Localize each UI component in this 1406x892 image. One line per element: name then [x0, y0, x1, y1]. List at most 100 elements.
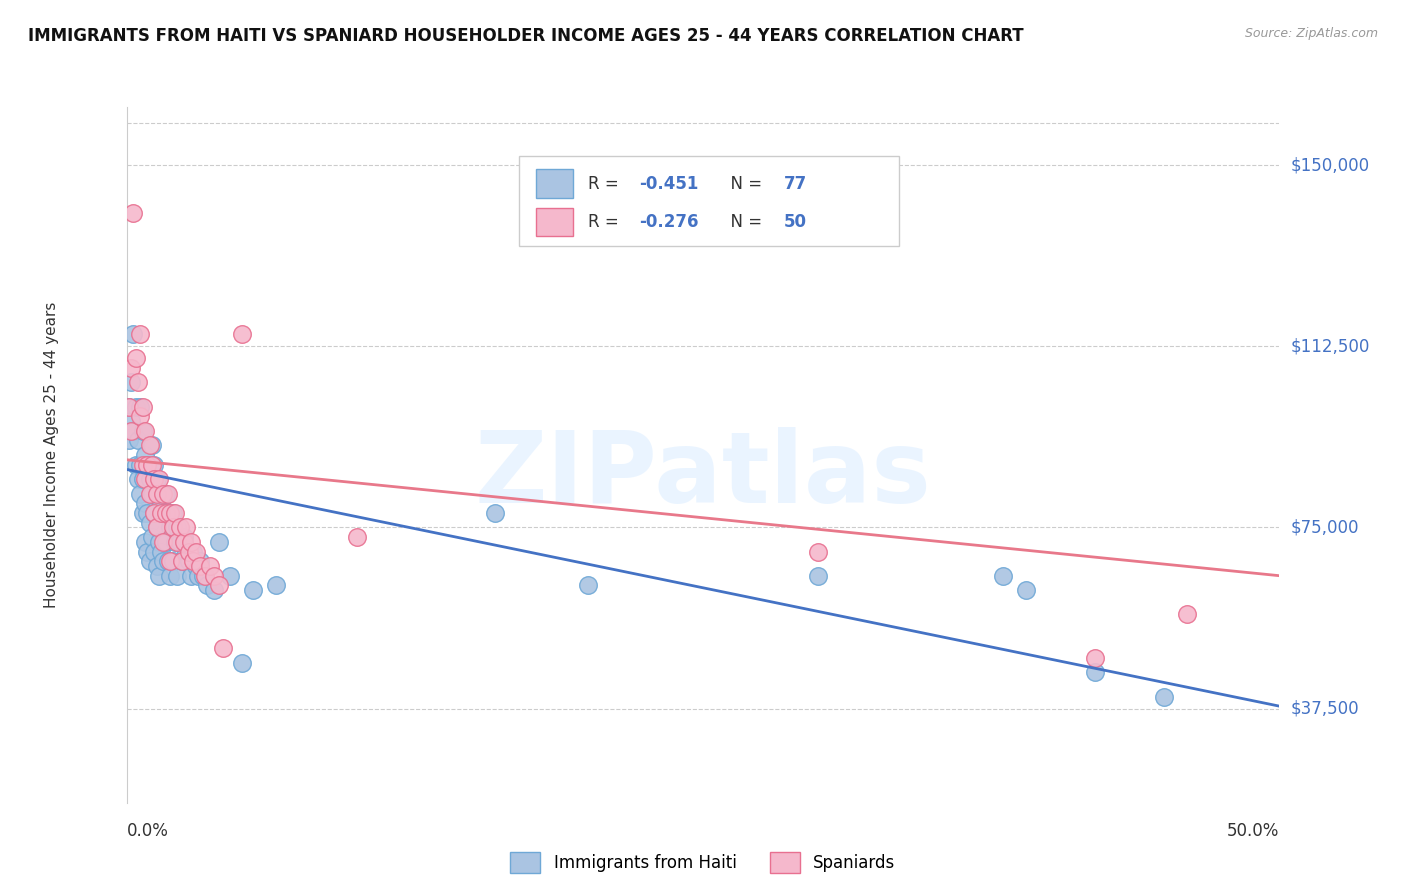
Point [266, 578, 288, 592]
Point [155, 506, 177, 520]
Point [143, 506, 166, 520]
Point [198, 559, 221, 574]
Text: 77: 77 [783, 175, 807, 193]
Point [176, 520, 198, 534]
Point [129, 458, 152, 472]
Text: N =: N = [720, 175, 768, 193]
Point [991, 568, 1014, 582]
Point [173, 530, 195, 544]
Point [136, 458, 159, 472]
Point [219, 568, 242, 582]
Point [136, 544, 159, 558]
Point [136, 458, 159, 472]
Point [1175, 607, 1198, 622]
Point [169, 534, 191, 549]
Point [157, 486, 180, 500]
Text: R =: R = [588, 175, 624, 193]
Point [187, 568, 209, 582]
Text: Source: ZipAtlas.com: Source: ZipAtlas.com [1244, 27, 1378, 40]
Point [143, 472, 166, 486]
Point [177, 544, 200, 558]
Point [807, 568, 830, 582]
Text: R =: R = [588, 213, 624, 231]
Point [150, 506, 173, 520]
Legend: Immigrants from Haiti, Spaniards: Immigrants from Haiti, Spaniards [503, 846, 903, 880]
Point [576, 578, 599, 592]
Point [152, 534, 174, 549]
FancyBboxPatch shape [536, 208, 572, 236]
Point [162, 554, 184, 568]
Point [138, 486, 160, 500]
Point [145, 520, 167, 534]
Point [152, 506, 174, 520]
Point [184, 559, 207, 574]
Point [159, 568, 181, 582]
Point [166, 568, 188, 582]
Text: Householder Income Ages 25 - 44 years: Householder Income Ages 25 - 44 years [44, 301, 59, 608]
Point [148, 472, 170, 486]
Point [134, 424, 156, 438]
Point [176, 544, 198, 558]
Point [143, 506, 166, 520]
Point [131, 506, 153, 520]
Point [141, 438, 163, 452]
Point [148, 534, 170, 549]
Point [125, 458, 148, 472]
Point [1084, 665, 1107, 680]
Point [138, 516, 160, 530]
Point [120, 376, 142, 390]
Point [118, 400, 141, 414]
Point [131, 400, 153, 414]
Point [208, 578, 231, 592]
Point [129, 327, 152, 342]
Text: -0.276: -0.276 [640, 213, 699, 231]
Text: 0.0%: 0.0% [127, 822, 169, 840]
Point [183, 554, 205, 568]
Point [170, 554, 193, 568]
Point [184, 544, 207, 558]
Point [134, 448, 156, 462]
Point [202, 568, 225, 582]
Point [122, 327, 145, 342]
Point [145, 486, 167, 500]
Point [163, 534, 186, 549]
Text: $112,500: $112,500 [1291, 337, 1371, 355]
Point [138, 438, 160, 452]
Point [141, 530, 163, 544]
Point [1015, 583, 1038, 598]
Point [129, 400, 152, 414]
Point [141, 458, 163, 472]
Point [129, 409, 152, 424]
Point [152, 554, 174, 568]
Point [131, 458, 153, 472]
FancyBboxPatch shape [536, 169, 572, 198]
Point [183, 544, 205, 558]
Point [162, 506, 184, 520]
Point [159, 506, 181, 520]
Text: $75,000: $75,000 [1291, 518, 1360, 536]
Point [148, 486, 170, 500]
Text: $150,000: $150,000 [1291, 156, 1369, 174]
Point [138, 472, 160, 486]
Point [143, 544, 166, 558]
Point [134, 472, 156, 486]
Point [157, 506, 180, 520]
Point [120, 414, 142, 428]
Point [145, 520, 167, 534]
Point [180, 568, 202, 582]
Point [125, 351, 148, 366]
Text: -0.451: -0.451 [640, 175, 699, 193]
Point [166, 520, 188, 534]
Point [129, 486, 152, 500]
Text: N =: N = [720, 213, 768, 231]
Point [131, 472, 153, 486]
Point [127, 472, 149, 486]
Text: $37,500: $37,500 [1291, 699, 1360, 717]
Point [194, 568, 217, 582]
Point [202, 583, 225, 598]
Point [162, 520, 184, 534]
Point [122, 424, 145, 438]
Text: 50: 50 [783, 213, 807, 231]
Point [807, 544, 830, 558]
Point [231, 327, 253, 342]
